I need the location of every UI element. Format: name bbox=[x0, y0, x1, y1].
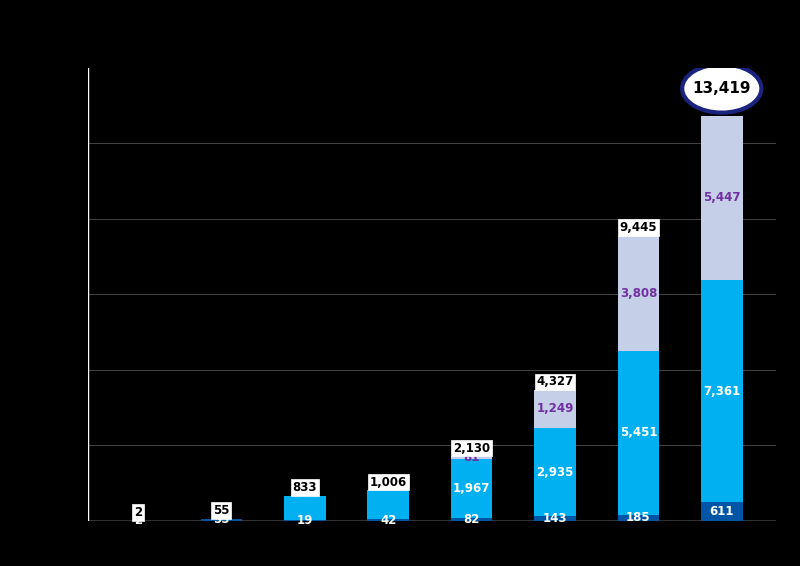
Text: 1,249: 1,249 bbox=[536, 402, 574, 415]
Text: 2,130: 2,130 bbox=[453, 441, 490, 454]
Bar bbox=[534, 428, 576, 516]
Bar bbox=[450, 456, 493, 459]
Text: 7,361: 7,361 bbox=[703, 385, 741, 398]
Text: 81: 81 bbox=[463, 451, 480, 464]
Bar bbox=[701, 280, 742, 502]
Text: 2: 2 bbox=[134, 514, 142, 527]
Ellipse shape bbox=[682, 65, 762, 113]
Text: 2: 2 bbox=[134, 506, 142, 519]
Text: 1,006: 1,006 bbox=[370, 475, 407, 488]
Text: 82: 82 bbox=[463, 513, 480, 526]
Text: 3,808: 3,808 bbox=[620, 286, 657, 299]
Bar bbox=[450, 459, 493, 518]
Text: 1,967: 1,967 bbox=[453, 482, 490, 495]
Bar bbox=[201, 519, 242, 521]
Text: 5,451: 5,451 bbox=[620, 426, 657, 439]
Text: 55: 55 bbox=[213, 504, 230, 517]
Text: 2,935: 2,935 bbox=[536, 466, 574, 479]
Bar bbox=[618, 350, 659, 515]
Text: 55: 55 bbox=[213, 513, 230, 526]
Bar bbox=[534, 516, 576, 521]
Text: 833: 833 bbox=[293, 481, 317, 494]
Bar bbox=[701, 115, 742, 280]
Bar bbox=[284, 520, 326, 521]
Text: 42: 42 bbox=[380, 513, 397, 526]
Text: 5,447: 5,447 bbox=[703, 191, 741, 204]
Text: 611: 611 bbox=[710, 505, 734, 518]
Text: 4,327: 4,327 bbox=[536, 375, 574, 388]
Bar bbox=[367, 520, 409, 521]
Text: 814: 814 bbox=[293, 482, 317, 495]
Text: 964: 964 bbox=[376, 477, 401, 490]
Text: 143: 143 bbox=[542, 512, 567, 525]
Bar bbox=[701, 502, 742, 521]
Bar bbox=[367, 490, 409, 520]
Text: 185: 185 bbox=[626, 512, 650, 525]
Bar bbox=[284, 496, 326, 520]
Bar bbox=[450, 518, 493, 521]
Text: 13,419: 13,419 bbox=[693, 81, 751, 96]
Bar bbox=[534, 390, 576, 428]
Text: 19: 19 bbox=[297, 514, 313, 527]
Bar bbox=[618, 515, 659, 521]
Bar bbox=[618, 235, 659, 350]
Text: 9,445: 9,445 bbox=[619, 221, 658, 234]
